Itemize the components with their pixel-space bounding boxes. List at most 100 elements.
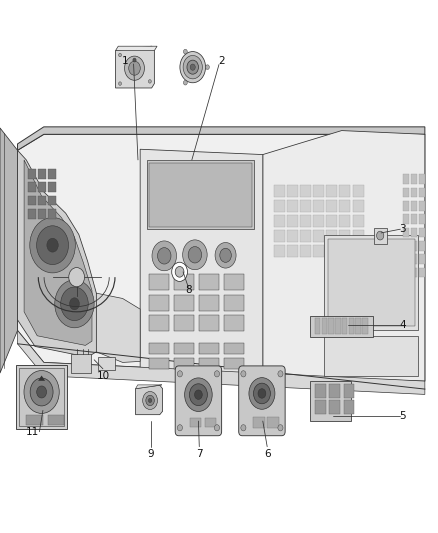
Bar <box>38 169 46 179</box>
Bar <box>419 174 425 184</box>
Polygon shape <box>263 131 425 381</box>
Bar <box>174 315 194 331</box>
Bar <box>335 318 341 334</box>
Bar <box>38 196 46 205</box>
Bar <box>174 295 194 311</box>
Bar <box>287 215 298 227</box>
Text: 10: 10 <box>96 371 110 381</box>
Bar <box>313 215 324 227</box>
Bar <box>147 160 254 229</box>
Circle shape <box>37 226 68 264</box>
Bar <box>403 241 409 251</box>
FancyBboxPatch shape <box>175 366 222 436</box>
Bar <box>322 318 327 334</box>
Bar <box>353 245 364 257</box>
Bar <box>419 201 425 211</box>
Bar <box>190 418 201 426</box>
Circle shape <box>55 280 94 328</box>
Polygon shape <box>18 134 425 381</box>
Circle shape <box>148 79 151 83</box>
Text: 8: 8 <box>185 286 192 295</box>
Text: 6: 6 <box>264 449 271 459</box>
Circle shape <box>188 247 201 263</box>
Bar <box>362 318 367 334</box>
Bar <box>313 185 324 197</box>
Text: 2: 2 <box>218 56 225 66</box>
Circle shape <box>143 391 158 409</box>
Bar <box>199 315 219 331</box>
Circle shape <box>220 248 231 262</box>
Bar <box>403 174 409 184</box>
Bar <box>419 188 425 197</box>
Bar <box>174 274 194 290</box>
Bar <box>287 245 298 257</box>
Text: 4: 4 <box>399 320 406 330</box>
Circle shape <box>254 383 270 404</box>
Circle shape <box>177 425 183 431</box>
Bar <box>403 214 409 224</box>
Circle shape <box>177 371 183 377</box>
Text: 9: 9 <box>148 449 155 459</box>
Bar <box>28 169 36 179</box>
Text: 7: 7 <box>196 449 203 459</box>
Bar <box>411 174 417 184</box>
Polygon shape <box>116 46 154 88</box>
Bar <box>274 200 285 212</box>
Bar <box>403 254 409 264</box>
Bar <box>19 368 64 426</box>
Bar <box>353 215 364 227</box>
Bar <box>339 185 350 197</box>
Text: 3: 3 <box>399 224 406 234</box>
Bar <box>411 254 417 264</box>
Bar <box>411 241 417 251</box>
Circle shape <box>215 243 236 268</box>
Bar <box>287 200 298 212</box>
Polygon shape <box>136 385 162 389</box>
Bar <box>48 169 56 179</box>
Bar <box>149 358 169 369</box>
Bar <box>356 318 361 334</box>
Bar <box>326 245 337 257</box>
Bar <box>419 214 425 224</box>
Bar <box>28 196 36 205</box>
Bar <box>419 228 425 237</box>
Circle shape <box>184 80 187 85</box>
Bar <box>419 241 425 251</box>
Bar <box>339 200 350 212</box>
Circle shape <box>30 217 75 273</box>
Polygon shape <box>18 150 96 357</box>
Bar <box>328 318 334 334</box>
Circle shape <box>190 384 207 406</box>
Bar <box>403 201 409 211</box>
Circle shape <box>194 390 202 399</box>
Bar <box>310 381 351 421</box>
Bar <box>224 274 244 290</box>
Polygon shape <box>116 46 157 51</box>
Bar <box>149 315 169 331</box>
Bar <box>224 358 244 369</box>
Bar <box>174 358 194 369</box>
Bar <box>205 418 216 426</box>
Bar <box>315 384 326 399</box>
Bar <box>38 182 46 192</box>
Bar <box>274 230 285 242</box>
Bar <box>411 188 417 197</box>
Circle shape <box>24 370 59 414</box>
Bar <box>315 318 320 334</box>
Circle shape <box>183 240 207 270</box>
Bar <box>199 343 219 354</box>
Bar <box>224 315 244 331</box>
Bar <box>267 417 279 428</box>
Bar <box>339 245 350 257</box>
Circle shape <box>70 298 79 310</box>
Bar <box>28 182 36 192</box>
Bar <box>329 384 340 399</box>
Bar <box>411 228 417 237</box>
Circle shape <box>190 64 195 70</box>
Bar <box>326 185 337 197</box>
Bar <box>28 209 36 219</box>
Bar <box>300 230 311 242</box>
Bar <box>149 163 252 227</box>
Bar <box>353 185 364 197</box>
Circle shape <box>69 268 85 287</box>
